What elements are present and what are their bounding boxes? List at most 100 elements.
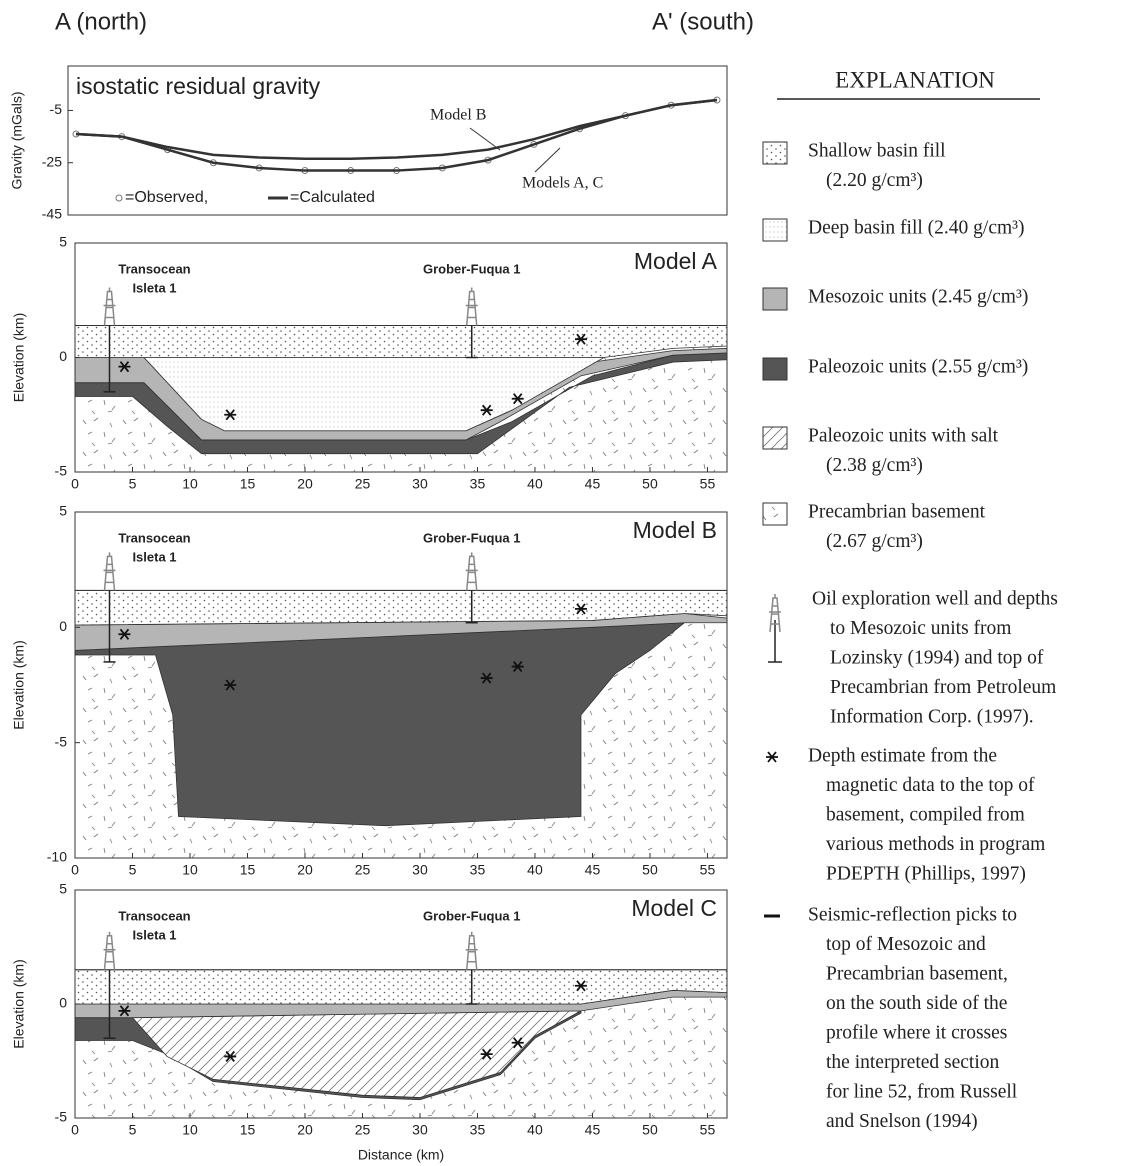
explanation-text: on the south side of the bbox=[826, 993, 1007, 1014]
x-tick-label: 45 bbox=[585, 1122, 601, 1138]
x-tick-label: 20 bbox=[297, 862, 313, 878]
y-tick-label: 0 bbox=[59, 618, 67, 634]
y-tick-label: -5 bbox=[50, 101, 63, 117]
derrick bbox=[466, 932, 478, 970]
x-tick-label: 40 bbox=[527, 1122, 543, 1138]
panel-title: isostatic residual gravity bbox=[76, 73, 321, 99]
x-tick-label: 10 bbox=[182, 1122, 198, 1138]
section-end-label: A (north) bbox=[55, 8, 147, 35]
annotation: Models A, C bbox=[522, 175, 603, 192]
y-tick-label: 0 bbox=[59, 348, 67, 364]
x-tick-label: 10 bbox=[182, 862, 198, 878]
x-tick-label: 40 bbox=[527, 862, 543, 878]
x-tick-label: 35 bbox=[470, 862, 486, 878]
explanation-text: Information Corp. (1997). bbox=[830, 706, 1034, 727]
legend-star bbox=[766, 752, 778, 762]
explanation-text: to Mesozoic units from bbox=[830, 618, 1011, 639]
panel-title: Model C bbox=[631, 895, 717, 921]
explanation-text: Oil exploration well and depths bbox=[812, 588, 1058, 609]
explanation-text: profile where it crosses bbox=[826, 1022, 1007, 1043]
calculated-line bbox=[76, 100, 717, 171]
section-end-label: A' (south) bbox=[652, 8, 754, 35]
explanation-text: Lozinsky (1994) and top of bbox=[830, 647, 1044, 668]
explanation-text: Shallow basin fill bbox=[808, 140, 946, 161]
explanation-text: Precambrian basement, bbox=[826, 963, 1008, 984]
x-tick-label: 15 bbox=[240, 1122, 256, 1138]
y-tick-label: -5 bbox=[55, 1109, 68, 1125]
x-tick-label: 30 bbox=[412, 476, 428, 492]
legend-swatch bbox=[763, 358, 787, 380]
x-tick-label: 25 bbox=[355, 862, 371, 878]
explanation-text: for line 52, from Russell bbox=[826, 1081, 1018, 1102]
x-axis-label: Distance (km) bbox=[358, 1147, 444, 1163]
x-tick-label: 10 bbox=[182, 476, 198, 492]
y-axis-label: Gravity (mGals) bbox=[9, 92, 25, 190]
explanation-text: Paleozoic units with salt bbox=[808, 425, 999, 446]
panel-title: Model A bbox=[634, 248, 718, 274]
legend-swatch bbox=[763, 288, 787, 310]
x-tick-label: 0 bbox=[71, 862, 79, 878]
y-tick-label: -5 bbox=[55, 733, 68, 749]
y-tick-label: -10 bbox=[47, 849, 67, 865]
x-tick-label: 15 bbox=[240, 476, 256, 492]
y-axis-label: Elevation (km) bbox=[11, 640, 27, 729]
explanation-text: Precambrian basement bbox=[808, 501, 986, 522]
explanation-text: various methods in program bbox=[826, 834, 1045, 855]
derrick bbox=[466, 552, 478, 590]
x-tick-label: 45 bbox=[585, 476, 601, 492]
x-tick-label: 5 bbox=[129, 1122, 137, 1138]
x-tick-label: 20 bbox=[297, 476, 313, 492]
x-tick-label: 55 bbox=[700, 862, 716, 878]
derrick bbox=[103, 287, 115, 325]
well-label: Isleta 1 bbox=[132, 549, 176, 564]
y-tick-label: -25 bbox=[42, 153, 62, 169]
x-tick-label: 5 bbox=[129, 862, 137, 878]
x-tick-label: 30 bbox=[412, 1122, 428, 1138]
annotation-leader bbox=[535, 148, 560, 172]
x-tick-label: 45 bbox=[585, 862, 601, 878]
x-tick-label: 55 bbox=[700, 1122, 716, 1138]
legend-swatch bbox=[763, 142, 787, 164]
y-tick-label: 5 bbox=[59, 881, 67, 897]
figure: A (north) A' (south) isostatic residual … bbox=[0, 0, 1123, 1166]
x-tick-label: 50 bbox=[642, 862, 658, 878]
legend-swatch bbox=[763, 427, 787, 449]
annotation: Model B bbox=[430, 107, 486, 124]
y-tick-label: -5 bbox=[55, 463, 68, 479]
x-tick-label: 0 bbox=[71, 476, 79, 492]
y-axis-label: Elevation (km) bbox=[11, 959, 27, 1048]
well-label: Grober-Fuqua 1 bbox=[423, 908, 521, 923]
explanation-text: Mesozoic units (2.45 g/cm³) bbox=[808, 286, 1028, 307]
well-label: Grober-Fuqua 1 bbox=[423, 530, 521, 545]
x-tick-label: 40 bbox=[527, 476, 543, 492]
well-label: Isleta 1 bbox=[132, 280, 176, 295]
x-tick-label: 25 bbox=[355, 476, 371, 492]
explanation-text: (2.20 g/cm³) bbox=[826, 170, 923, 191]
star-glyph bbox=[766, 752, 778, 762]
explanation-text: and Snelson (1994) bbox=[826, 1111, 978, 1132]
x-tick-label: 50 bbox=[642, 476, 658, 492]
legend-swatch bbox=[763, 219, 787, 241]
legend-swatch bbox=[763, 503, 787, 525]
x-tick-label: 5 bbox=[129, 476, 137, 492]
explanation-text: PDEPTH (Phillips, 1997) bbox=[826, 863, 1026, 884]
y-tick-label: 5 bbox=[59, 234, 67, 250]
y-tick-label: -45 bbox=[42, 206, 62, 222]
annotation-leader bbox=[470, 128, 500, 150]
well-label: Transocean bbox=[118, 530, 190, 545]
layer bbox=[75, 325, 727, 357]
x-tick-label: 25 bbox=[355, 1122, 371, 1138]
legend-label: =Calculated bbox=[290, 189, 375, 206]
x-tick-label: 35 bbox=[470, 1122, 486, 1138]
explanation-text: magnetic data to the top of bbox=[826, 775, 1035, 796]
x-tick-label: 0 bbox=[71, 1122, 79, 1138]
well-label: Grober-Fuqua 1 bbox=[423, 261, 521, 276]
legend-label: =Observed, bbox=[125, 189, 208, 206]
well-label: Transocean bbox=[118, 261, 190, 276]
x-tick-label: 35 bbox=[470, 476, 486, 492]
explanation-text: Deep basin fill (2.40 g/cm³) bbox=[808, 217, 1025, 238]
y-tick-label: 0 bbox=[59, 995, 67, 1011]
explanation-text: Depth estimate from the bbox=[808, 745, 997, 766]
x-tick-label: 30 bbox=[412, 862, 428, 878]
panel-title: Model B bbox=[633, 517, 717, 543]
